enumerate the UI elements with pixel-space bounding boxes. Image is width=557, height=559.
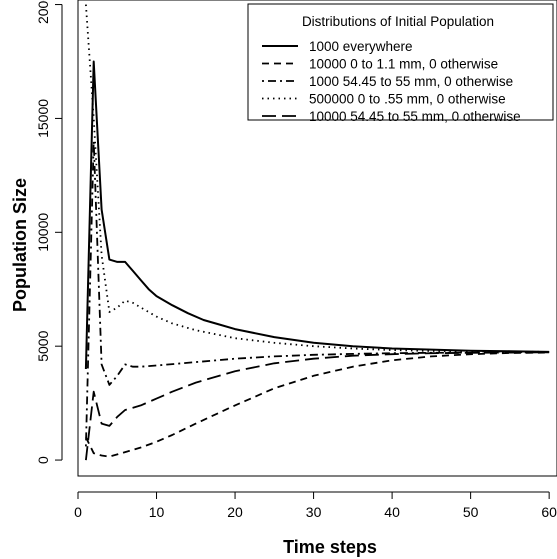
plot-border bbox=[77, 0, 557, 477]
series-line-2 bbox=[85, 351, 550, 458]
y-tick-label-10000: 10000 bbox=[35, 213, 51, 252]
x-tick-label-10: 10 bbox=[149, 504, 165, 520]
y-axis-title: Population Size bbox=[10, 178, 30, 312]
legend-label-3: 1000 54.45 to 55 mm, 0 otherwise bbox=[309, 74, 513, 89]
x-tick-label-20: 20 bbox=[227, 504, 243, 520]
x-tick-label-30: 30 bbox=[306, 504, 322, 520]
series-line-1 bbox=[84, 60, 550, 370]
plot-area bbox=[77, 0, 557, 477]
y-tick-label-15000: 15000 bbox=[35, 99, 51, 138]
legend-box bbox=[247, 3, 554, 121]
x-axis: 0 10 20 30 40 50 60 bbox=[74, 491, 557, 520]
x-tick-label-50: 50 bbox=[463, 504, 479, 520]
y-tick-label-0: 0 bbox=[35, 456, 51, 464]
legend: Distributions of Initial Population 1000… bbox=[247, 3, 554, 124]
series-line-5 bbox=[85, 351, 550, 461]
legend-title: Distributions of Initial Population bbox=[302, 14, 494, 29]
legend-label-2: 10000 0 to 1.1 mm, 0 otherwise bbox=[309, 57, 498, 72]
y-tick-label-5000: 5000 bbox=[35, 330, 51, 361]
x-tick-label-0: 0 bbox=[74, 504, 82, 520]
legend-label-5: 10000 54.45 to 55 mm, 0 otherwise bbox=[309, 109, 521, 124]
legend-label-1: 1000 everywhere bbox=[309, 39, 413, 54]
y-tick-label-20000: 20000 bbox=[35, 0, 51, 24]
x-tick-label-40: 40 bbox=[384, 504, 400, 520]
y-axis: 0 5000 10000 15000 20000 bbox=[35, 0, 63, 464]
legend-label-4: 500000 0 to .55 mm, 0 otherwise bbox=[309, 92, 506, 107]
x-tick-label-60: 60 bbox=[541, 504, 557, 520]
x-axis-title: Time steps bbox=[283, 537, 377, 557]
